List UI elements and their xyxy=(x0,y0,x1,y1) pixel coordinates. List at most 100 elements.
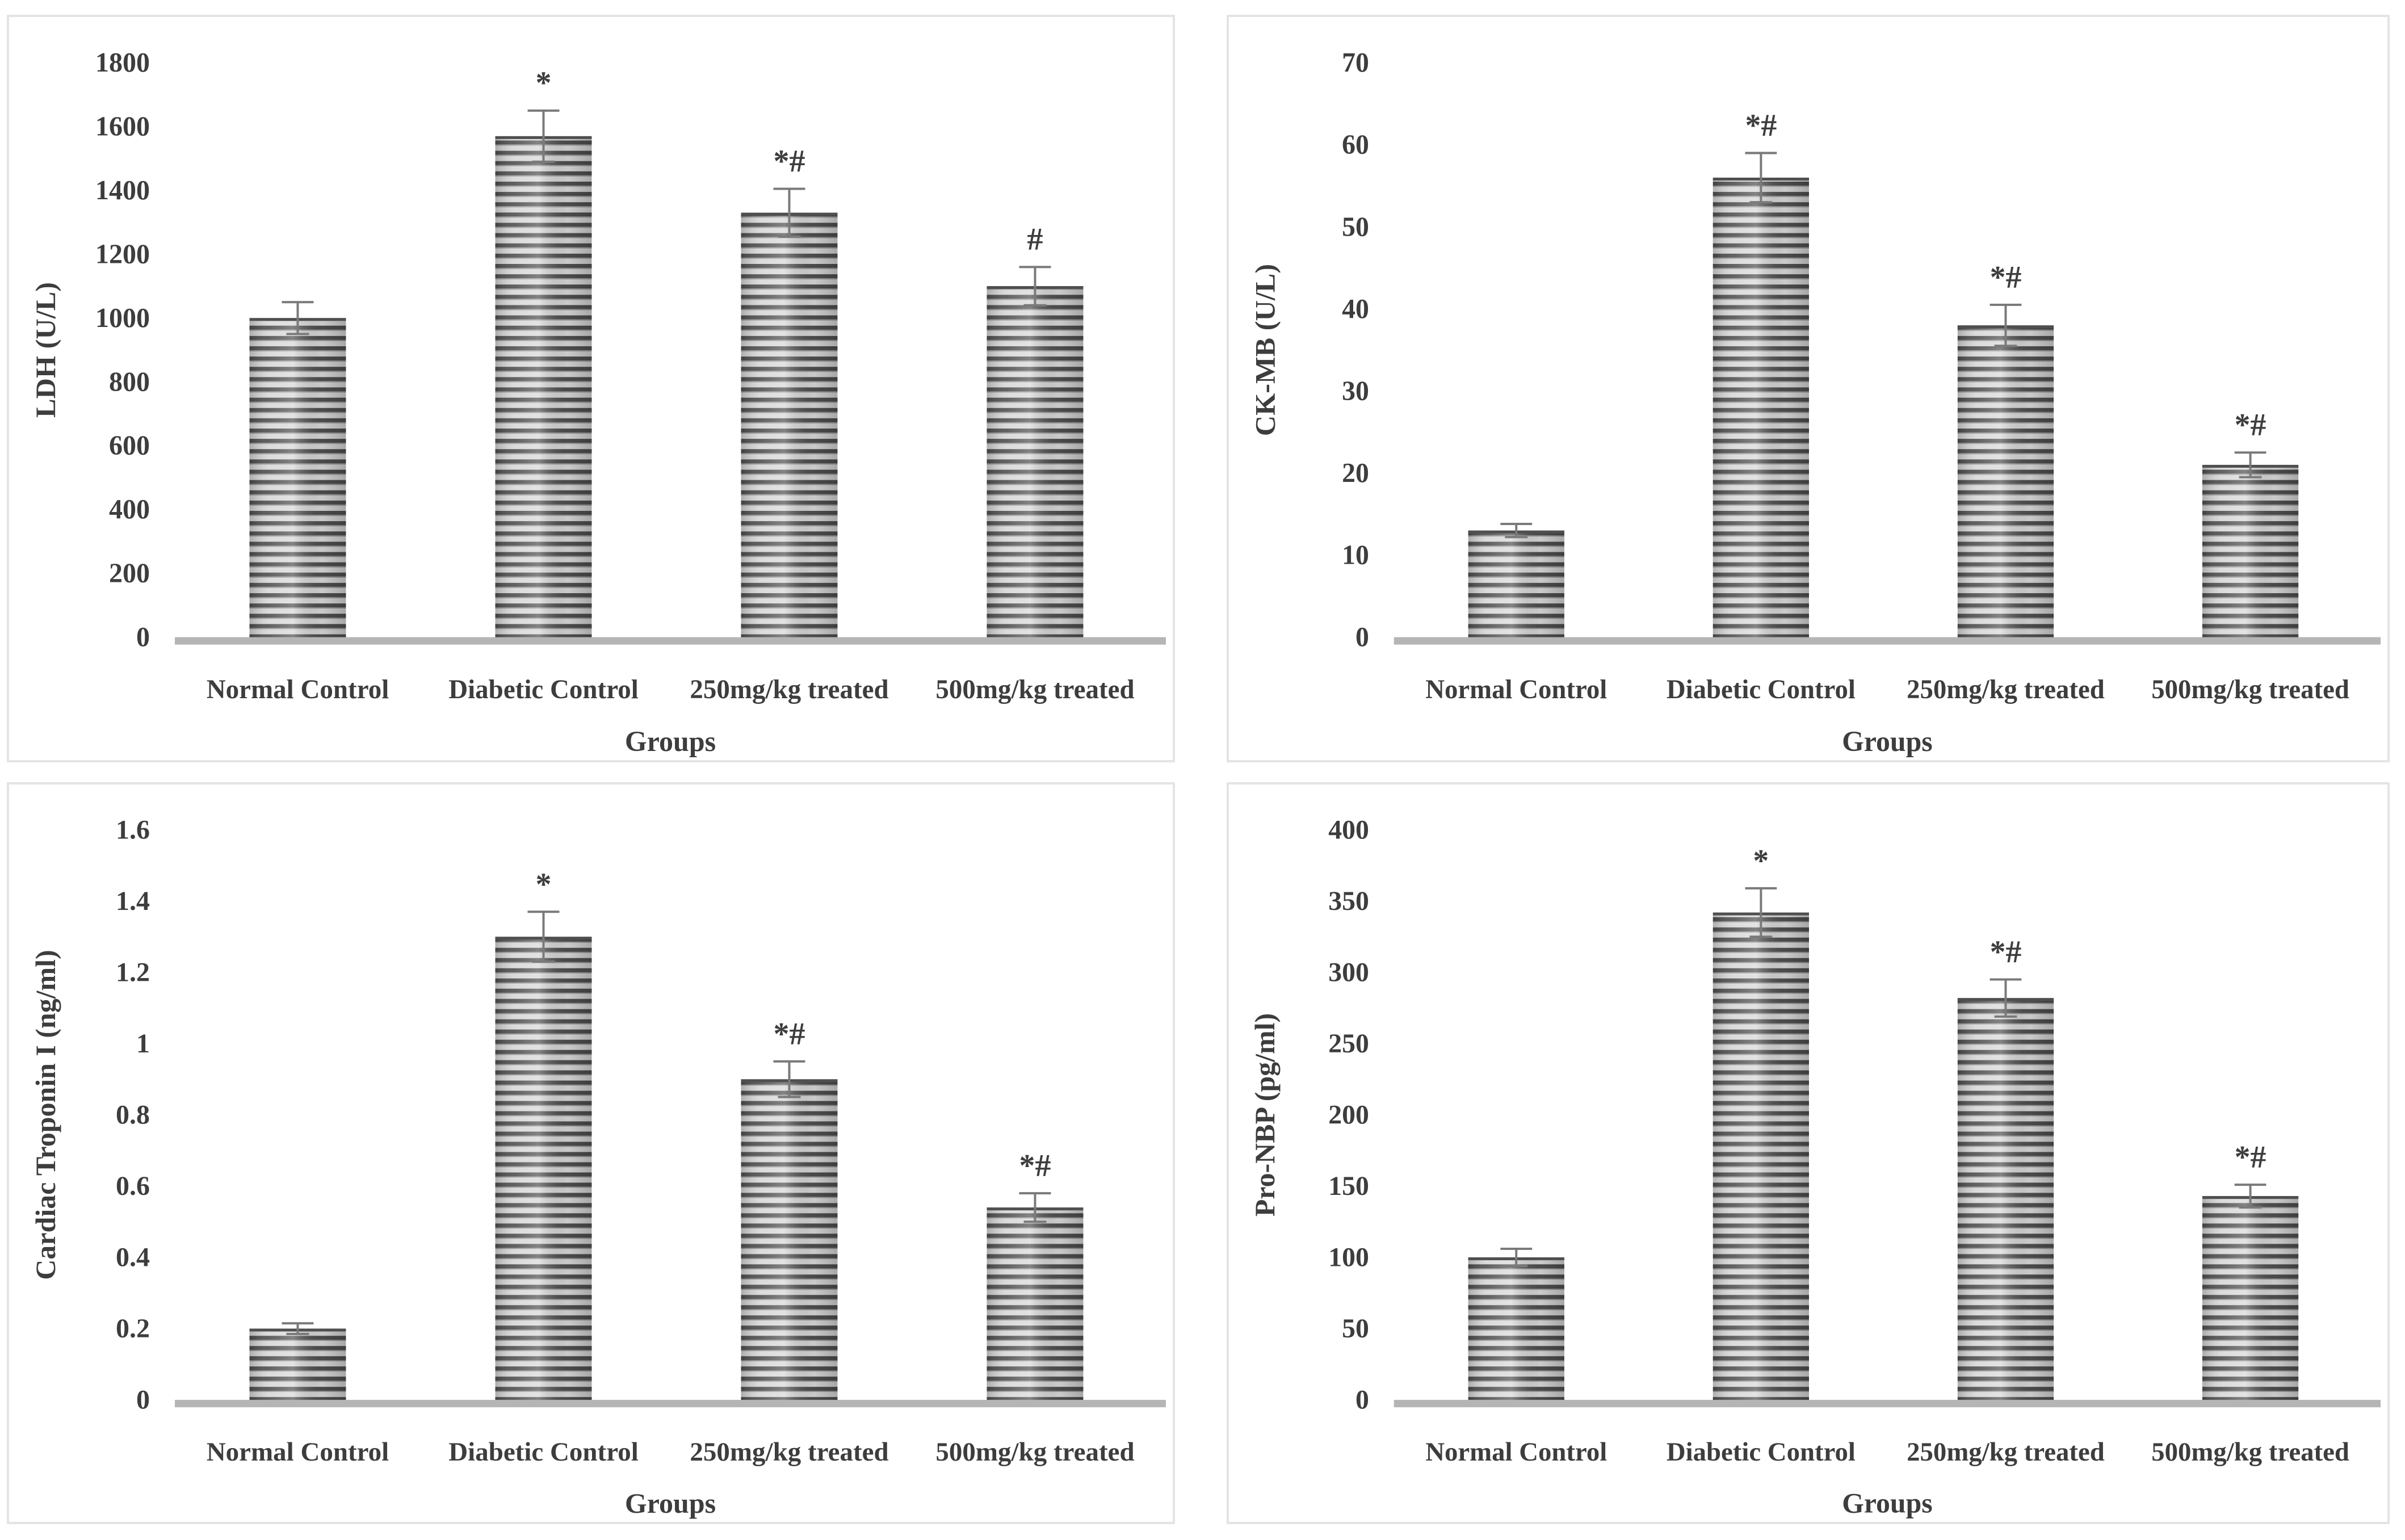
y-tick-label: 300 xyxy=(1328,957,1369,987)
x-category-label-500mg-kg-treated: 500mg/kg treated xyxy=(2151,1437,2349,1467)
y-tick-label: 1800 xyxy=(95,48,150,78)
y-tick-label: 10 xyxy=(1342,540,1369,570)
bar-shading-250mg-kg-treated xyxy=(1957,325,2054,637)
y-tick-label: 0.8 xyxy=(116,1100,150,1130)
x-category-label-500mg-kg-treated: 500mg/kg treated xyxy=(2151,675,2349,704)
error-bar-500mg-kg-treated xyxy=(1019,1192,1051,1223)
y-tick-label: 350 xyxy=(1328,886,1369,916)
bar-chart-ck-mb: 0 10 20 30 40 50 60 70 CK-MB (U/L) Normal Control… xyxy=(1249,48,2381,757)
bar-shading-normal-control xyxy=(249,318,346,637)
bar-chart-pro-nbp: 0 50 100 150 200 250 300 350 400 Pro-NBP (pg/ml) N… xyxy=(1249,815,2381,1519)
error-bar-500mg-kg-treated xyxy=(1019,266,1051,307)
y-tick-label: 1.2 xyxy=(116,958,150,988)
significance-marker-250mg-kg-treated: *# xyxy=(774,1017,805,1052)
bar-shading-normal-control xyxy=(249,1328,346,1400)
error-bar-normal-control xyxy=(1500,1248,1533,1268)
significance-marker-diabetic-control: * xyxy=(1753,844,1769,879)
x-category-label-500mg-kg-treated: 500mg/kg treated xyxy=(935,1437,1134,1467)
y-tick-label: 100 xyxy=(1328,1243,1369,1273)
y-axis-title: CK-MB (U/L) xyxy=(1249,264,1281,436)
y-tick-label: 1000 xyxy=(95,303,150,333)
x-category-label-250mg-kg-treated: 250mg/kg treated xyxy=(1907,1437,2105,1467)
y-tick-label: 40 xyxy=(1342,294,1369,324)
significance-marker-500mg-kg-treated: *# xyxy=(2235,1140,2267,1175)
y-tick-label: 0 xyxy=(1355,1385,1369,1415)
y-tick-label: 0.2 xyxy=(116,1314,150,1344)
y-tick-label: 20 xyxy=(1342,458,1369,488)
error-bar-normal-control xyxy=(1500,522,1533,539)
significance-marker-250mg-kg-treated: *# xyxy=(1990,260,2022,295)
y-tick-label: 0 xyxy=(1355,622,1369,652)
error-bar-250mg-kg-treated xyxy=(1990,304,2022,347)
y-tick-label: 0 xyxy=(136,1385,150,1415)
chart-pro-nbp: 0 50 100 150 200 250 300 350 400 Pro-NBP (pg/ml) N… xyxy=(1227,782,2390,1524)
x-category-label-diabetic-control: Diabetic Control xyxy=(1667,1437,1856,1467)
bar-shading-500mg-kg-treated xyxy=(2202,464,2299,637)
x-category-label-250mg-kg-treated: 250mg/kg treated xyxy=(690,1437,888,1467)
error-bar-500mg-kg-treated xyxy=(2234,1184,2267,1209)
x-category-label-500mg-kg-treated: 500mg/kg treated xyxy=(935,675,1134,704)
y-tick-label: 60 xyxy=(1342,129,1369,160)
y-tick-label: 1400 xyxy=(95,175,150,205)
x-axis-line xyxy=(1394,1400,2381,1408)
error-bar-diabetic-control xyxy=(527,109,560,163)
x-axis-title: Groups xyxy=(625,1487,716,1519)
y-axis-title: Cardiac Troponin I (ng/ml) xyxy=(30,950,61,1279)
y-tick-label: 50 xyxy=(1342,1314,1369,1344)
significance-marker-500mg-kg-treated: *# xyxy=(2235,408,2267,443)
x-category-label-normal-control: Normal Control xyxy=(1425,675,1607,704)
y-tick-label: 250 xyxy=(1328,1029,1369,1059)
y-tick-label: 1 xyxy=(136,1029,150,1059)
y-tick-label: 400 xyxy=(1328,815,1369,845)
y-tick-label: 1200 xyxy=(95,239,150,269)
significance-marker-diabetic-control: * xyxy=(536,867,552,902)
x-category-label-diabetic-control: Diabetic Control xyxy=(448,1437,639,1467)
error-bar-diabetic-control xyxy=(1745,887,1777,938)
x-axis-line xyxy=(175,637,1166,645)
bar-shading-diabetic-control xyxy=(1713,912,1809,1400)
error-bar-diabetic-control xyxy=(527,910,560,963)
bar-shading-normal-control xyxy=(1468,1257,1564,1400)
significance-marker-500mg-kg-treated: # xyxy=(1027,222,1043,257)
y-axis-title: LDH (U/L) xyxy=(30,282,61,418)
x-category-label-250mg-kg-treated: 250mg/kg treated xyxy=(690,675,888,704)
bar-shading-500mg-kg-treated xyxy=(2202,1196,2299,1400)
y-tick-label: 400 xyxy=(109,494,150,524)
bar-shading-diabetic-control xyxy=(495,136,592,637)
x-category-label-250mg-kg-treated: 250mg/kg treated xyxy=(1907,675,2105,704)
error-bar-250mg-kg-treated xyxy=(773,187,805,238)
chart-ldh: 0 200 400 600 800 1000 1200 1400 1600 1800 LDH (U/… xyxy=(7,15,1175,762)
bar-shading-500mg-kg-treated xyxy=(987,286,1084,637)
y-tick-label: 1.6 xyxy=(116,815,150,845)
x-category-label-diabetic-control: Diabetic Control xyxy=(448,675,639,704)
x-category-label-normal-control: Normal Control xyxy=(1425,1437,1607,1467)
y-tick-label: 70 xyxy=(1342,48,1369,78)
error-bar-250mg-kg-treated xyxy=(773,1060,805,1098)
y-tick-label: 1600 xyxy=(95,111,150,141)
error-bar-500mg-kg-treated xyxy=(2234,451,2267,479)
error-bar-250mg-kg-treated xyxy=(1990,978,2022,1018)
bar-shading-250mg-kg-treated xyxy=(741,1079,838,1400)
bar-shading-diabetic-control xyxy=(495,937,592,1400)
y-tick-label: 800 xyxy=(109,367,150,397)
x-category-label-normal-control: Normal Control xyxy=(207,675,389,704)
x-axis-title: Groups xyxy=(1842,1487,1933,1518)
y-tick-label: 0.6 xyxy=(116,1171,150,1201)
y-tick-label: 600 xyxy=(109,431,150,461)
x-category-label-diabetic-control: Diabetic Control xyxy=(1667,675,1856,704)
bar-shading-normal-control xyxy=(1468,530,1564,637)
bar-chart-ldh: 0 200 400 600 800 1000 1200 1400 1600 1800 LDH (U/… xyxy=(30,48,1166,757)
y-tick-label: 150 xyxy=(1328,1171,1369,1201)
x-axis-line xyxy=(175,1400,1166,1408)
chart-ck-mb: 0 10 20 30 40 50 60 70 CK-MB (U/L) Normal Control… xyxy=(1227,15,2390,762)
significance-marker-250mg-kg-treated: *# xyxy=(774,144,805,179)
y-tick-label: 1.4 xyxy=(116,886,150,916)
bar-shading-diabetic-control xyxy=(1713,177,1809,637)
y-tick-label: 200 xyxy=(1328,1100,1369,1130)
significance-marker-250mg-kg-treated: *# xyxy=(1990,934,2022,970)
bar-shading-250mg-kg-treated xyxy=(741,212,838,637)
significance-marker-500mg-kg-treated: *# xyxy=(1019,1148,1051,1184)
error-bar-normal-control xyxy=(282,1322,314,1336)
y-tick-label: 0 xyxy=(136,622,150,652)
